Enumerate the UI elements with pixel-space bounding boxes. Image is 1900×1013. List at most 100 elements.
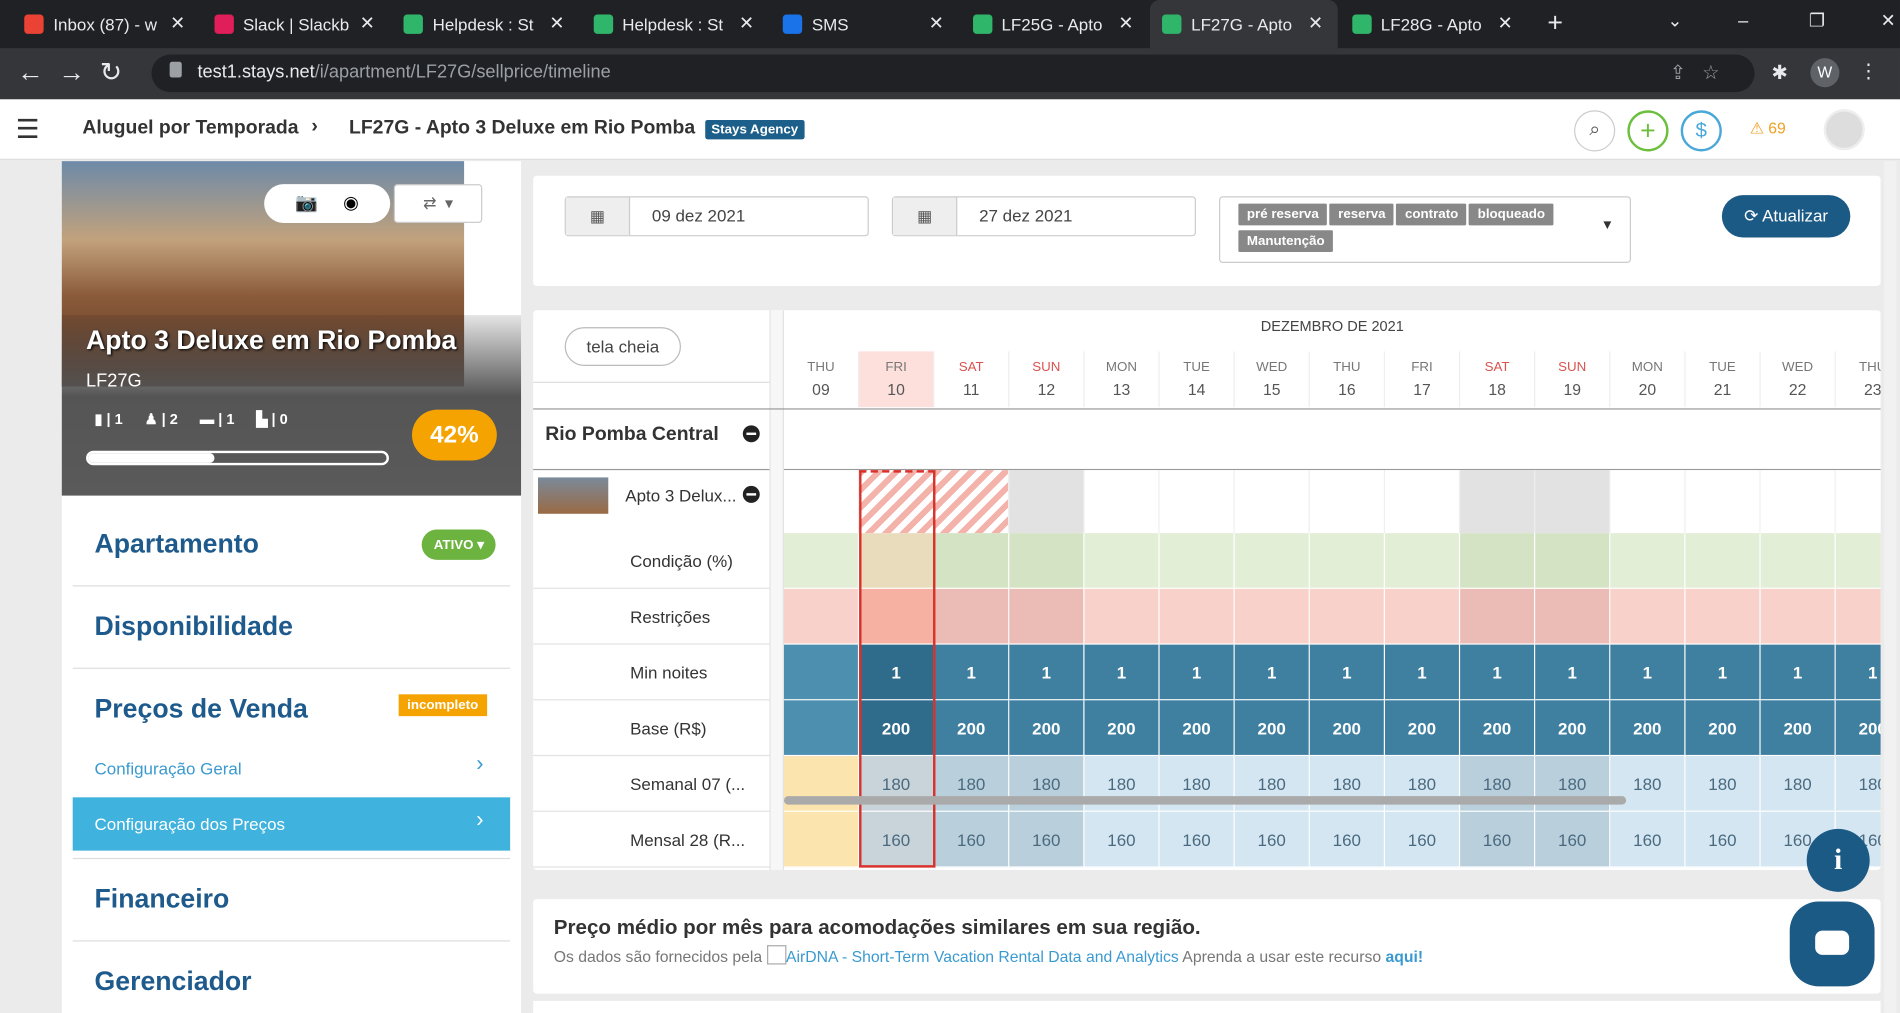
status-tag[interactable]: reserva — [1329, 203, 1395, 226]
rate-cell[interactable]: 1 — [1084, 644, 1160, 701]
rate-cell[interactable] — [1610, 533, 1686, 589]
browser-tab[interactable]: Slack | Slackb ✕ — [202, 0, 390, 48]
availability-cell[interactable] — [1535, 470, 1611, 534]
day-header[interactable]: MON 20 — [1610, 351, 1686, 408]
status-tag[interactable]: contrato — [1396, 203, 1467, 226]
rate-cell[interactable] — [1460, 533, 1536, 589]
rate-cell[interactable]: 160 — [1009, 811, 1085, 868]
rate-cell[interactable] — [1084, 588, 1160, 645]
rate-cell[interactable]: 200 — [859, 700, 935, 757]
menu-precos[interactable]: Preços de Venda — [94, 693, 308, 724]
tab-close[interactable]: ✕ — [359, 13, 376, 34]
availability-cell[interactable] — [1309, 470, 1386, 534]
rate-cell[interactable] — [1159, 588, 1235, 645]
rate-cell[interactable] — [1009, 533, 1085, 589]
rate-cell[interactable] — [1835, 588, 1881, 645]
rate-cell[interactable]: 200 — [1234, 700, 1310, 757]
rate-cell[interactable] — [1760, 588, 1836, 645]
rate-cell[interactable]: 1 — [1610, 644, 1686, 701]
browser-tab[interactable]: LF28G - Apto ✕ — [1340, 0, 1528, 48]
availability-cell[interactable] — [1084, 470, 1160, 534]
tab-close[interactable]: ✕ — [549, 13, 565, 34]
day-header[interactable]: THU 09 — [784, 351, 860, 408]
rate-cell[interactable] — [1009, 588, 1085, 645]
browser-tab[interactable]: SMS ✕ — [771, 0, 959, 48]
rate-cell[interactable] — [783, 533, 860, 589]
rate-cell[interactable]: 1 — [859, 644, 935, 701]
info-button[interactable]: i — [1806, 828, 1870, 892]
rate-cell[interactable] — [1610, 588, 1686, 645]
submenu-geral[interactable]: Configuração Geral — [94, 758, 242, 778]
availability-cell[interactable] — [1610, 470, 1686, 534]
collapse-icon[interactable] — [742, 485, 760, 503]
rate-cell[interactable]: 1 — [1835, 644, 1881, 701]
learn-link[interactable]: aqui! — [1385, 947, 1424, 966]
availability-cell[interactable] — [1685, 470, 1761, 534]
rate-cell[interactable] — [1084, 533, 1160, 589]
rate-cell[interactable]: 1 — [934, 644, 1010, 701]
rate-cell[interactable] — [1234, 588, 1310, 645]
day-header[interactable]: SUN 19 — [1535, 351, 1611, 408]
rate-cell[interactable] — [1385, 533, 1461, 589]
rate-cell[interactable]: 200 — [1385, 700, 1461, 757]
rate-cell[interactable] — [1234, 533, 1310, 589]
rate-cell[interactable] — [783, 644, 860, 701]
new-tab[interactable]: + — [1547, 7, 1563, 38]
rate-cell[interactable]: 1 — [1760, 644, 1836, 701]
rate-cell[interactable]: 200 — [1309, 700, 1386, 757]
menu-financeiro[interactable]: Financeiro — [94, 883, 230, 914]
menu-apartamento[interactable]: Apartamento — [94, 528, 259, 559]
rate-cell[interactable]: 180 — [1835, 756, 1881, 812]
chat-button[interactable] — [1789, 901, 1875, 987]
rate-cell[interactable]: 200 — [1610, 700, 1686, 757]
rate-cell[interactable]: 160 — [1460, 811, 1536, 868]
rate-cell[interactable]: 200 — [1460, 700, 1536, 757]
rate-cell[interactable]: 160 — [934, 811, 1010, 868]
rate-cell[interactable]: 200 — [1084, 700, 1160, 757]
source-link[interactable]: AirDNA - Short-Term Vacation Rental Data… — [785, 947, 1179, 966]
rate-cell[interactable]: 200 — [1685, 700, 1761, 757]
menu-dots[interactable]: ⋮ — [1858, 61, 1879, 83]
availability-cell[interactable] — [1385, 470, 1461, 534]
rate-cell[interactable]: 160 — [1610, 811, 1686, 868]
add-button[interactable]: + — [1627, 110, 1669, 152]
rate-cell[interactable] — [1835, 533, 1881, 589]
h-scrollbar[interactable] — [783, 796, 1627, 805]
rate-cell[interactable]: 160 — [1159, 811, 1235, 868]
rate-cell[interactable]: 1 — [1009, 644, 1085, 701]
tab-close[interactable]: ✕ — [739, 13, 755, 34]
availability-cell[interactable] — [1234, 470, 1310, 534]
rate-cell[interactable] — [783, 811, 860, 868]
rate-cell[interactable]: 160 — [1084, 811, 1160, 868]
rate-cell[interactable]: 1 — [1309, 644, 1386, 701]
day-header[interactable]: FRI 10 — [859, 351, 935, 408]
browser-tab[interactable]: LF25G - Apto ✕ — [960, 0, 1148, 48]
menu-gerenciador[interactable]: Gerenciador — [94, 965, 252, 997]
photo-buttons[interactable]: 📷 ◉ — [264, 184, 391, 223]
day-header[interactable]: TUE 21 — [1686, 351, 1761, 408]
rate-cell[interactable] — [1535, 533, 1611, 589]
availability-cell[interactable] — [1009, 470, 1085, 534]
browser-tab[interactable]: LF27G - Apto ✕ — [1149, 0, 1338, 49]
rate-cell[interactable] — [1159, 533, 1235, 589]
day-header[interactable]: SAT 18 — [1460, 351, 1536, 408]
submenu-precos[interactable]: Configuração dos Preços — [94, 814, 286, 834]
availability-cell[interactable] — [783, 470, 860, 534]
availability-cell[interactable] — [1460, 470, 1536, 534]
day-header[interactable]: SUN 12 — [1009, 351, 1085, 408]
rate-cell[interactable]: 200 — [934, 700, 1010, 757]
rate-cell[interactable]: 1 — [1460, 644, 1536, 701]
tab-close[interactable]: ✕ — [1118, 13, 1134, 34]
fullscreen-button[interactable]: tela cheia — [564, 327, 681, 366]
status-tag[interactable]: Manutenção — [1238, 230, 1334, 253]
browser-tab[interactable]: Helpdesk : St ✕ — [581, 0, 769, 48]
avatar[interactable]: W — [1810, 58, 1840, 88]
day-header[interactable]: TUE 14 — [1160, 351, 1235, 408]
tab-close[interactable]: ✕ — [928, 13, 944, 34]
browser-tab[interactable]: Helpdesk : St ✕ — [391, 0, 579, 48]
rate-cell[interactable]: 180 — [1760, 756, 1836, 812]
rate-cell[interactable] — [1535, 588, 1611, 645]
day-header[interactable]: WED 15 — [1235, 351, 1310, 408]
rate-cell[interactable]: 1 — [1385, 644, 1461, 701]
price-button[interactable]: $ — [1680, 110, 1722, 152]
